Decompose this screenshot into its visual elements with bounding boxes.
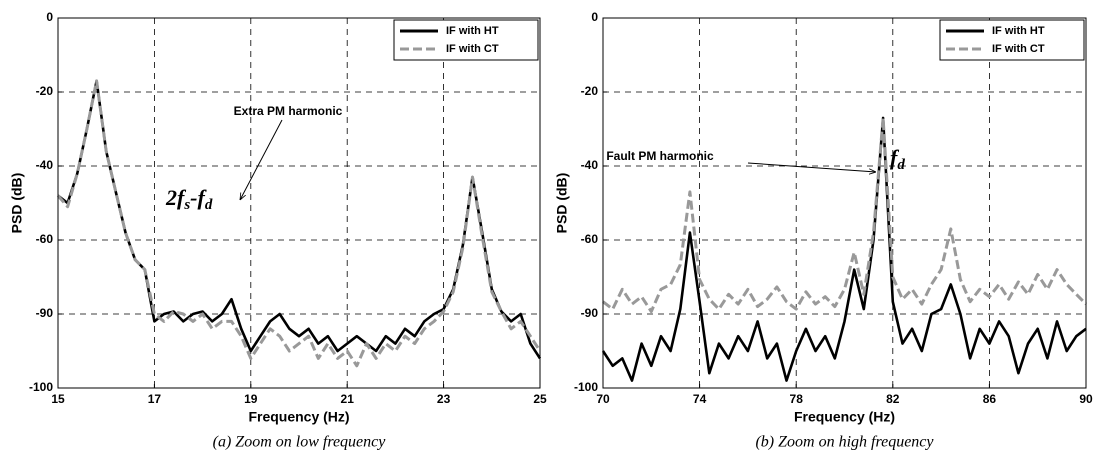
x-tick-label: 74 <box>693 392 707 406</box>
math-text: 2f <box>165 185 187 210</box>
y-tick-label: -90 <box>36 306 54 320</box>
y-tick-label: -40 <box>581 158 599 172</box>
y-tick-label: -40 <box>36 158 54 172</box>
annotation: Fault PM harmonic <box>606 149 714 163</box>
annotation: Extra PM harmonic <box>234 104 343 118</box>
y-axis-label: PSD (dB) <box>9 173 25 234</box>
x-axis-label: Frequency (Hz) <box>794 409 895 425</box>
legend-box <box>393 19 539 61</box>
x-tick-label: 25 <box>533 392 547 406</box>
legend-box <box>939 19 1085 61</box>
data-line <box>602 116 1088 313</box>
y-tick-label: -60 <box>581 232 599 246</box>
data-line <box>57 79 542 360</box>
legend-label: IF with HT <box>992 25 1045 37</box>
math-subscript: d <box>897 157 905 173</box>
x-tick-label: 86 <box>983 392 997 406</box>
x-axis-label: Frequency (Hz) <box>248 409 349 425</box>
plot-frame <box>602 17 1087 389</box>
x-tick-label: 70 <box>596 392 610 406</box>
math-text: -f <box>190 185 207 210</box>
legend-label: IF with CT <box>446 43 499 55</box>
legend-label: IF with CT <box>992 43 1045 55</box>
annotation-arrow <box>240 119 283 200</box>
y-tick-label: -60 <box>36 232 54 246</box>
math-subscript: s <box>183 197 190 213</box>
math-label: 2fs-fd <box>165 185 213 213</box>
x-tick-label: 17 <box>148 392 162 406</box>
caption: (b) Zoom on high frequency <box>755 434 934 451</box>
x-tick-label: 15 <box>51 392 65 406</box>
y-tick-label: -100 <box>574 380 598 394</box>
y-axis-label: PSD (dB) <box>554 173 570 234</box>
math-label: fd <box>890 145 905 173</box>
y-tick-label: 0 <box>591 10 598 24</box>
math-subscript: d <box>205 197 213 213</box>
data-line <box>601 116 1087 382</box>
x-tick-label: 90 <box>1079 392 1093 406</box>
x-tick-label: 78 <box>790 392 804 406</box>
y-tick-label: -20 <box>36 84 54 98</box>
x-tick-label: 21 <box>341 392 355 406</box>
y-tick-label: 0 <box>46 10 53 24</box>
y-tick-label: -20 <box>581 84 599 98</box>
caption: (a) Zoom on low frequency <box>213 434 387 451</box>
x-tick-label: 19 <box>244 392 258 406</box>
plot-frame <box>57 17 541 389</box>
annotation-arrow <box>747 162 876 172</box>
data-line <box>56 79 542 368</box>
math-text: f <box>890 145 900 170</box>
y-tick-label: -90 <box>581 306 599 320</box>
legend-label: IF with HT <box>446 25 499 37</box>
x-tick-label: 82 <box>886 392 900 406</box>
y-tick-label: -100 <box>29 380 53 394</box>
x-tick-label: 23 <box>437 392 451 406</box>
